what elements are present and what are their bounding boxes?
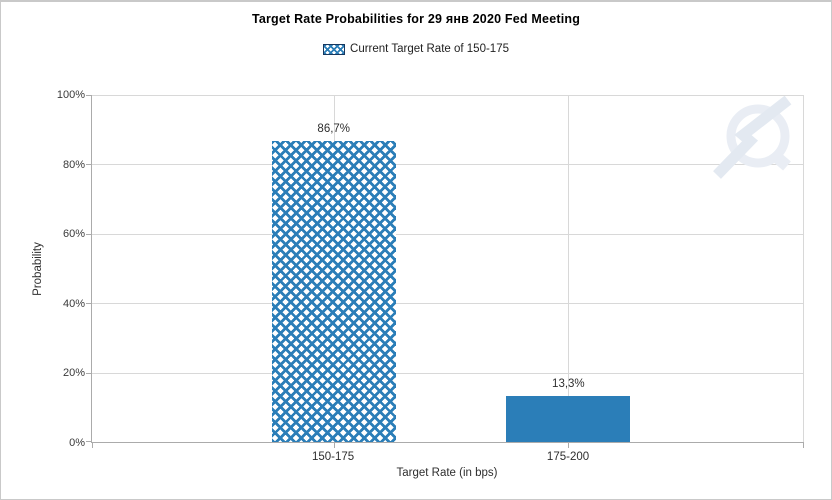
bar-150-175[interactable] [271,141,396,442]
chart-title: Target Rate Probabilities for 29 янв 202… [251,12,581,26]
gridline-100 [92,95,803,96]
y-tick-mark [86,164,92,166]
gridline-80 [92,164,803,166]
y-tick-mark [86,303,92,305]
y-tick-mark [86,372,92,374]
gridline-40 [92,303,803,305]
y-tick-label: 20% [62,367,85,380]
bar-175-200[interactable] [506,395,631,442]
bar-value-label: 13,3% [552,377,585,390]
y-tick-mark [86,441,92,442]
category-slot-175-200: 13,3% [506,95,631,442]
x-axis-title: Target Rate (in bps) [396,467,498,479]
legend-crosshatch-swatch-icon [323,43,346,55]
plot-right-edge [803,95,804,442]
legend: Current Target Rate of 150-175 [1,43,831,55]
y-tick-label: 80% [62,158,85,171]
x-axis-tick-labels: 150-175 175-200 [91,450,803,464]
legend-label: Current Target Rate of 150-175 [350,43,509,55]
y-tick-mark [86,233,92,235]
x-tick-mark [333,442,335,448]
gridline-60 [92,233,803,235]
x-tick-mark [803,442,804,448]
y-tick-label: 0% [69,437,85,449]
x-tick-label: 175-200 [546,451,590,463]
y-tick-mark [86,95,92,96]
x-tick-mark [568,442,570,448]
vertical-gridline [568,95,570,442]
y-tick-label: 40% [62,297,85,310]
q-lightning-watermark-icon [713,95,801,190]
y-tick-label: 100% [56,89,85,101]
gridline-20 [92,372,803,374]
x-tick-label: 150-175 [311,451,355,463]
y-tick-label: 60% [62,228,85,241]
x-tick-mark [92,442,93,448]
category-slot-150-175: 86,7% [271,95,396,442]
y-axis-tick-labels: 0% 20% 40% 60% 80% 100% [1,89,85,449]
bar-value-label: 86,7% [317,123,351,136]
plot-area: 86,7% 13,3% [86,95,804,448]
